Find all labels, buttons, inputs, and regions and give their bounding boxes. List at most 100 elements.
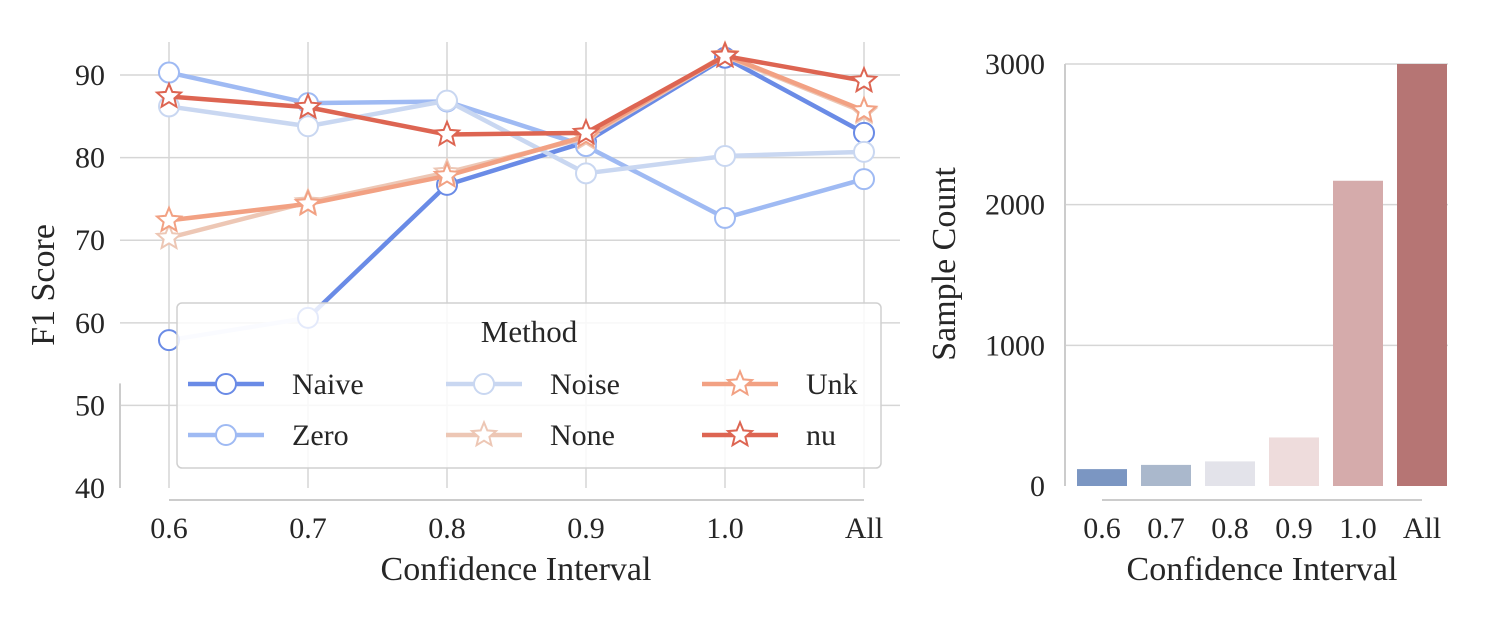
legend-marker [215,373,237,395]
series-line-segment [305,104,450,137]
bar-0-8 [1205,461,1255,486]
y-tick-label: 2000 [985,189,1045,222]
x-tick-label: 1.0 [706,512,744,545]
bar-1-0 [1333,180,1383,486]
legend-marker [469,419,499,448]
series-line-segment [722,55,867,136]
legend-entry-noise: Noise [446,368,620,401]
series-line-segment [722,52,867,113]
series-zero [158,61,875,229]
y-tick-label: 70 [75,224,105,257]
data-point [154,81,184,109]
x-tick-label: 1.0 [1339,512,1377,545]
series-line-segment [444,98,589,176]
x-tick-label: 0.7 [289,512,327,545]
series-line-segment [583,143,728,221]
series-line-segment [305,98,450,129]
legend-items: Naive Zero Noise None Unk nu [188,368,858,452]
bar-chart-x-axis-label: Confidence Interval [1127,551,1398,588]
data-point [849,95,879,123]
legend-marker [215,424,237,446]
series-line-segment [444,130,589,137]
line-chart-x-axis-label: Confidence Interval [381,551,652,588]
data-point [571,117,601,146]
data-point [575,162,597,185]
x-tick-label: 0.6 [150,512,188,545]
y-tick-label: 60 [75,307,105,340]
bar-0-9 [1269,437,1319,486]
series-line-segment [583,53,728,136]
series-line-segment [166,94,311,110]
bar-chart-grid [1065,63,1448,347]
x-tick-label: All [845,512,883,545]
legend-box [176,302,882,469]
bar-chart-y-axis-label: Sample Count [926,167,963,361]
line-chart-series [154,39,879,352]
data-point [436,89,458,112]
legend: Method Naive Zero Noise None Unk nu [176,302,882,469]
x-tick-label: 0.8 [428,512,466,545]
series-line-segment [722,149,867,159]
x-tick-label: All [1403,512,1441,545]
data-point [710,40,740,69]
series-line-segment [444,99,589,149]
y-tick-label: 50 [75,389,105,422]
bar-all [1397,64,1447,486]
data-point [714,206,736,229]
x-tick-label: 0.9 [1275,512,1313,545]
data-point [158,61,180,84]
data-point [293,188,323,217]
bar-chart-bars [1077,64,1447,486]
data-point [714,144,736,167]
legend-label: nu [806,419,836,452]
y-tick-label: 1000 [985,329,1045,362]
legend-entry-unk: Unk [702,368,858,401]
legend-label: Zero [292,419,349,452]
legend-entry-none: None [446,419,615,452]
f1-line-chart: 40 50 60 70 80 90 0.6 0.7 0.8 0.9 1.0 All Method Na… [25,39,900,588]
legend-entry-nu: nu [702,419,836,452]
legend-label: Unk [806,368,858,401]
legend-marker [473,373,495,395]
legend-title: Method [481,314,578,349]
series-line-segment [722,53,867,84]
data-point [158,329,180,352]
series-line-segment [305,99,450,106]
data-point [297,115,319,138]
bar-0-6 [1077,469,1127,486]
series-nu [154,40,879,147]
y-tick-label: 40 [75,472,105,505]
series-noise [158,89,875,185]
legend-marker [725,368,755,397]
series-line-segment [166,104,311,129]
legend-entry-zero: Zero [188,419,349,452]
legend-marker [725,419,755,448]
sample-count-bar-chart: 0 1000 2000 3000 0.6 0.7 0.8 0.9 1.0 All Confiden… [926,48,1448,588]
legend-label: None [550,419,615,452]
series-line-segment [444,133,589,179]
x-tick-label: 0.6 [1083,512,1121,545]
x-tick-label: 0.7 [1147,512,1185,545]
data-point [154,222,184,250]
legend-label: Noise [550,368,620,401]
data-point [853,140,875,163]
data-point [432,160,462,189]
data-point [154,205,184,233]
series-line-segment [166,201,311,223]
series-line-segment [583,153,728,176]
legend-entry-naive: Naive [188,368,364,401]
y-tick-label: 3000 [985,48,1045,81]
data-point [432,119,462,147]
data-point [853,121,875,144]
x-tick-label: 0.8 [1211,512,1249,545]
series-line-segment [444,139,589,188]
line-chart-y-axis-label: F1 Score [25,224,62,346]
bar-chart-axes: 0 1000 2000 3000 0.6 0.7 0.8 0.9 1.0 All [985,48,1441,545]
y-tick-label: 90 [75,59,105,92]
legend-label: Naive [292,368,364,401]
series-line-segment [305,173,450,207]
line-chart-axes: 40 50 60 70 80 90 0.6 0.7 0.8 0.9 1.0 All [75,59,883,545]
series-line-segment [722,176,867,221]
series-line-segment [166,70,311,106]
y-tick-label: 0 [1030,470,1045,503]
